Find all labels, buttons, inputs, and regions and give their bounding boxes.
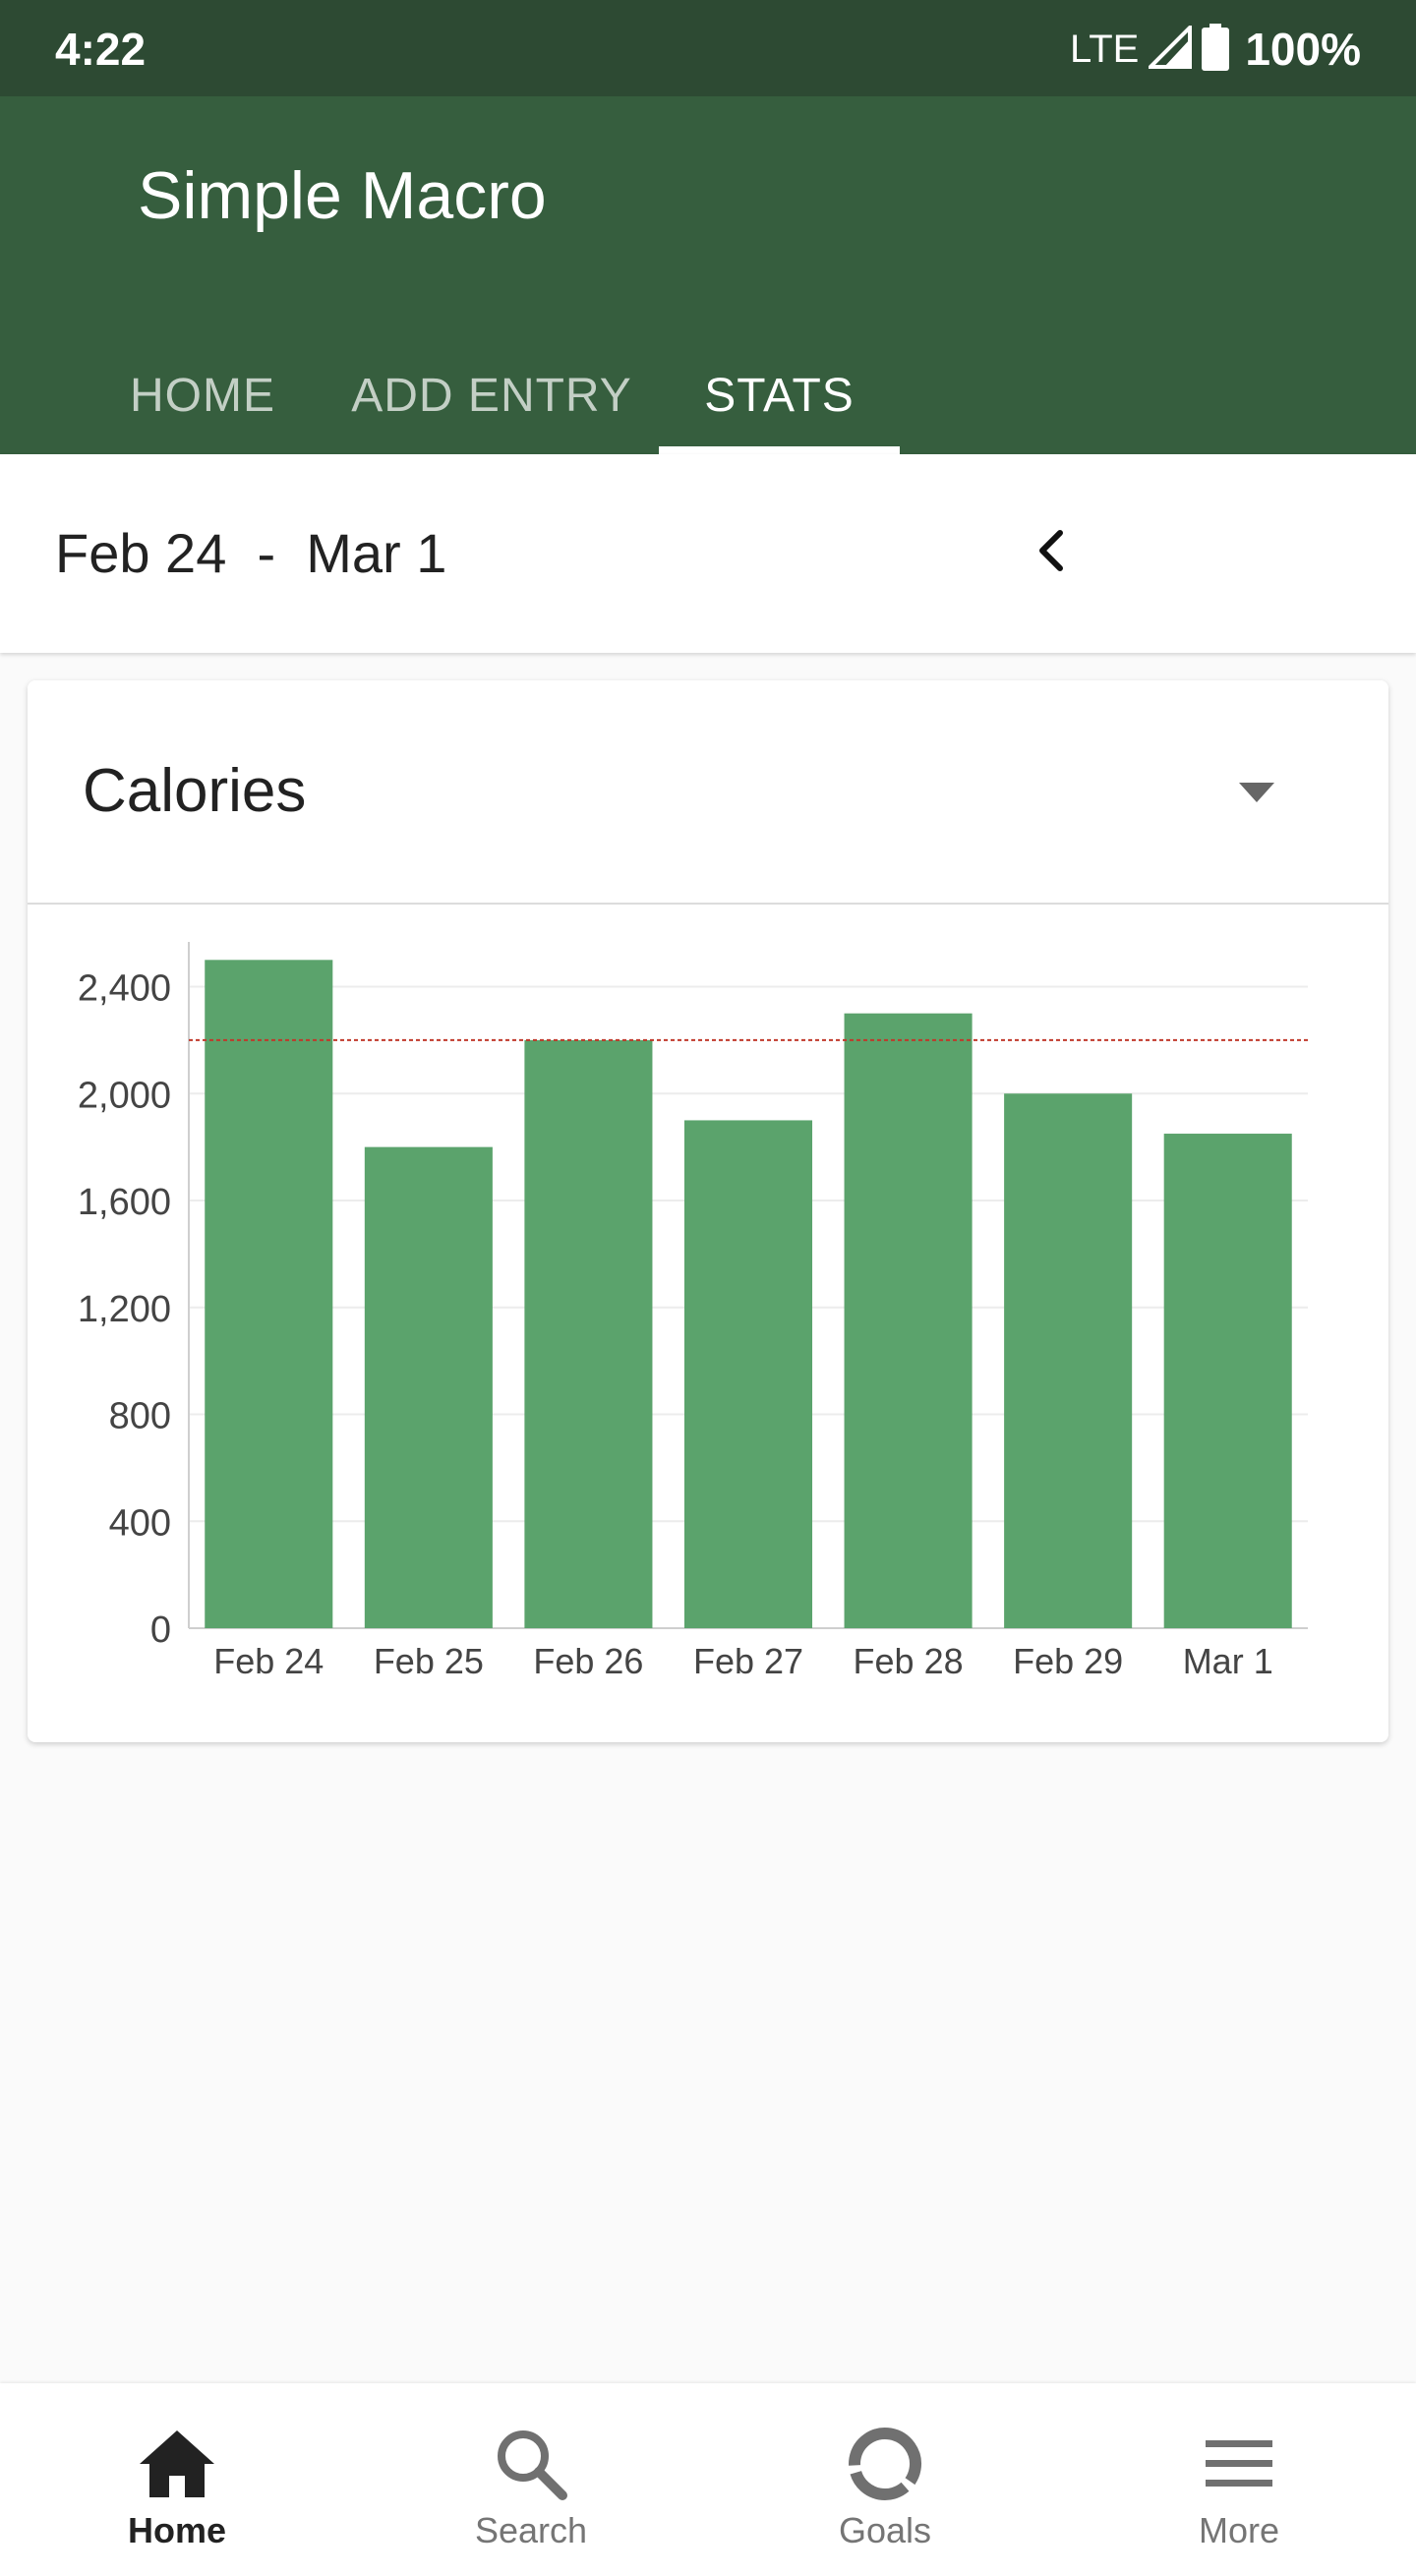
- tab-home[interactable]: HOME: [130, 369, 275, 422]
- y-tick-label: 2,400: [78, 968, 171, 1010]
- x-tick-label: Feb 24: [213, 1641, 324, 1681]
- bar: [524, 1039, 653, 1628]
- home-icon: [138, 2425, 216, 2503]
- y-tick-label: 0: [150, 1610, 171, 1651]
- bar: [844, 1013, 973, 1628]
- x-tick-label: Feb 28: [854, 1641, 964, 1681]
- signal-icon: [1146, 22, 1193, 74]
- x-tick-label: Feb 29: [1013, 1641, 1123, 1681]
- nav-goals[interactable]: Goals: [708, 2383, 1062, 2576]
- bar: [364, 1146, 493, 1628]
- date-range-bar: Feb 24 - Mar 1: [0, 454, 1416, 653]
- date-range-label: Feb 24 - Mar 1: [55, 522, 447, 584]
- nav-home-label: Home: [127, 2510, 227, 2550]
- bar: [683, 1120, 813, 1628]
- bar: [205, 960, 333, 1628]
- bar-chart: 0 400 800 1,200 1,600 2,000 2,400 Feb 24 Feb 25 F…: [78, 942, 1308, 1681]
- y-tick-label: 1,600: [78, 1182, 171, 1223]
- y-tick-label: 800: [109, 1396, 171, 1437]
- y-tick-label: 400: [109, 1502, 171, 1544]
- x-tick-label: Feb 26: [533, 1641, 643, 1681]
- nav-goals-label: Goals: [838, 2510, 932, 2550]
- calories-chart: 0 400 800 1,200 1,600 2,000 2,400 Feb 24 Feb 25 F…: [28, 905, 1388, 1742]
- app-title: Simple Macro: [138, 158, 547, 233]
- x-tick-label: Feb 25: [374, 1641, 484, 1681]
- metric-selector[interactable]: Calories: [28, 680, 1388, 905]
- chevron-left-icon: [1032, 527, 1072, 579]
- nav-more-label: More: [1198, 2510, 1280, 2550]
- x-tick-label: Feb 27: [693, 1641, 803, 1681]
- tab-indicator: [659, 446, 900, 454]
- nav-search[interactable]: Search: [354, 2383, 708, 2576]
- metric-label: Calories: [83, 757, 307, 825]
- battery-icon: [1202, 23, 1230, 76]
- network-type: LTE: [1069, 28, 1140, 71]
- y-tick-label: 2,000: [78, 1075, 171, 1116]
- status-time: 4:22: [55, 24, 147, 75]
- caret-down-icon: [1237, 781, 1276, 809]
- goals-icon: [846, 2425, 924, 2503]
- menu-icon: [1200, 2425, 1278, 2503]
- app-bar: Simple Macro HOME ADD ENTRY STATS: [0, 96, 1416, 454]
- bar: [1004, 1093, 1133, 1628]
- tab-add-entry[interactable]: ADD ENTRY: [351, 369, 632, 422]
- previous-week-button[interactable]: [1019, 519, 1086, 586]
- tab-stats[interactable]: STATS: [704, 369, 855, 422]
- nav-more[interactable]: More: [1062, 2383, 1416, 2576]
- stats-card: Calories 0 400 800 1,200 1,600 2,000 2,400 Feb …: [28, 680, 1388, 1742]
- bar: [1163, 1134, 1292, 1628]
- status-bar: 4:22 LTE 100%: [0, 0, 1416, 96]
- status-indicators: LTE 100%: [1070, 22, 1361, 77]
- nav-home[interactable]: Home: [0, 2383, 354, 2576]
- x-tick-label: Mar 1: [1183, 1641, 1273, 1681]
- y-tick-label: 1,200: [78, 1289, 171, 1330]
- tab-bar: HOME ADD ENTRY STATS: [0, 336, 1416, 454]
- search-icon: [492, 2425, 570, 2503]
- bottom-navigation: Home Search Goals More: [0, 2383, 1416, 2576]
- metric-dropdown-button[interactable]: [1217, 755, 1296, 834]
- nav-search-label: Search: [474, 2510, 588, 2550]
- battery-percent: 100%: [1245, 24, 1361, 75]
